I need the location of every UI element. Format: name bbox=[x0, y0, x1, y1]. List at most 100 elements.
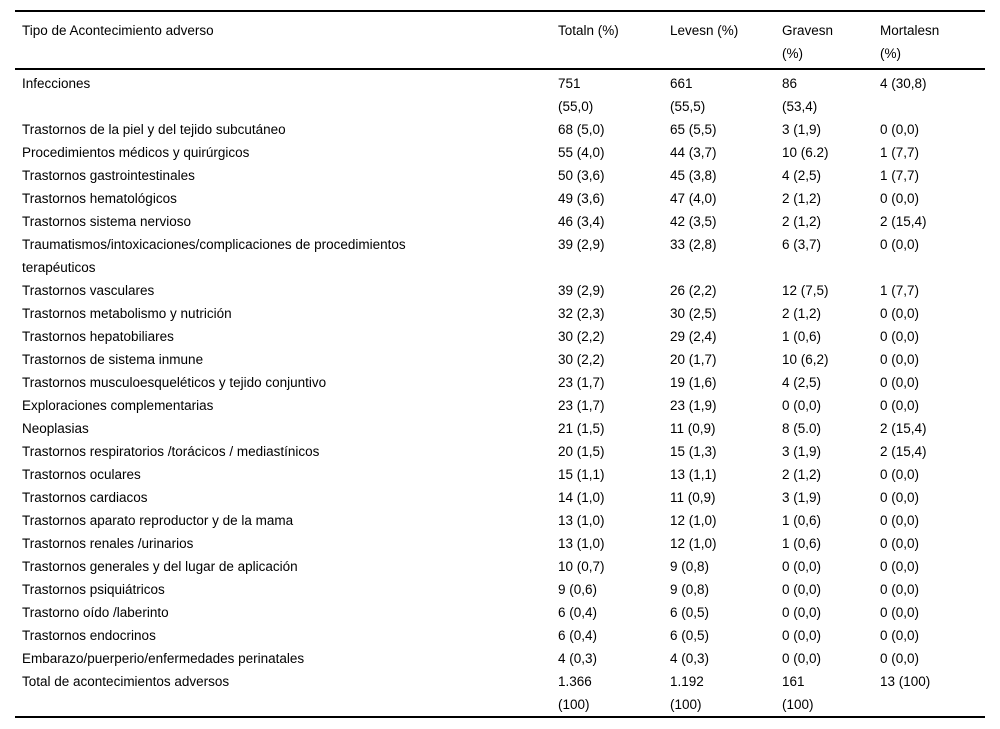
total-cell: 4 (0,3) bbox=[558, 651, 598, 666]
graves-cell: 3 (1,9) bbox=[782, 444, 822, 459]
column-header-total: Totaln (%) bbox=[558, 11, 670, 70]
mortales-cell: 0 (0,0) bbox=[880, 122, 920, 137]
graves-cell: 0 (0,0) bbox=[782, 582, 822, 597]
table-row: Trastornos cardiacos 14 (1,0) 11 (0,9) 3… bbox=[15, 486, 985, 509]
table-row: Trastornos oculares 15 (1,1) 13 (1,1) 2 … bbox=[15, 463, 985, 486]
mortales-cell: 2 (15,4) bbox=[880, 214, 927, 229]
total-cell: 751 (55,0) bbox=[558, 76, 594, 114]
mortales-cell: 13 (100) bbox=[880, 674, 931, 689]
mortales-cell: 0 (0,0) bbox=[880, 490, 920, 505]
mortales-cell: 0 (0,0) bbox=[880, 398, 920, 413]
total-cell: 30 (2,2) bbox=[558, 352, 605, 367]
graves-cell: 3 (1,9) bbox=[782, 490, 822, 505]
total-cell: 10 (0,7) bbox=[558, 559, 605, 574]
mortales-cell: 1 (7,7) bbox=[880, 168, 920, 183]
mortales-cell: 0 (0,0) bbox=[880, 513, 920, 528]
row-label: Neoplasias bbox=[22, 421, 89, 436]
leves-cell: 661 (55,5) bbox=[670, 76, 706, 114]
leves-cell: 6 (0,5) bbox=[670, 628, 710, 643]
graves-cell: 0 (0,0) bbox=[782, 559, 822, 574]
table-row: Trastornos gastrointestinales 50 (3,6) 4… bbox=[15, 164, 985, 187]
table-row: Exploraciones complementarias 23 (1,7) 2… bbox=[15, 394, 985, 417]
leves-cell: 29 (2,4) bbox=[670, 329, 717, 344]
total-cell: 13 (1,0) bbox=[558, 513, 605, 528]
row-label: Trastornos hepatobiliares bbox=[22, 329, 174, 344]
mortales-cell: 1 (7,7) bbox=[880, 145, 920, 160]
leves-cell: 4 (0,3) bbox=[670, 651, 710, 666]
row-label: Infecciones bbox=[22, 76, 91, 91]
row-label: Trastornos cardiacos bbox=[22, 490, 148, 505]
total-cell: 13 (1,0) bbox=[558, 536, 605, 551]
row-label: Total de acontecimientos adversos bbox=[22, 674, 230, 689]
total-cell: 32 (2,3) bbox=[558, 306, 605, 321]
leves-cell: 9 (0,8) bbox=[670, 559, 710, 574]
mortales-cell: 0 (0,0) bbox=[880, 329, 920, 344]
table-row: Trastornos hepatobiliares 30 (2,2) 29 (2… bbox=[15, 325, 985, 348]
mortales-cell: 4 (30,8) bbox=[880, 76, 927, 91]
graves-cell: 2 (1,2) bbox=[782, 191, 822, 206]
graves-cell: 6 (3,7) bbox=[782, 237, 822, 252]
leves-cell: 42 (3,5) bbox=[670, 214, 717, 229]
table-row: Embarazo/puerperio/enfermedades perinata… bbox=[15, 647, 985, 670]
leves-cell: 15 (1,3) bbox=[670, 444, 717, 459]
table-row: Trastornos generales y del lugar de apli… bbox=[15, 555, 985, 578]
graves-cell: 0 (0,0) bbox=[782, 628, 822, 643]
leves-cell: 11 (0,9) bbox=[670, 421, 716, 436]
leves-cell: 9 (0,8) bbox=[670, 582, 710, 597]
total-cell: 49 (3,6) bbox=[558, 191, 605, 206]
table-row: Trastornos sistema nervioso 46 (3,4) 42 … bbox=[15, 210, 985, 233]
total-cell: 39 (2,9) bbox=[558, 237, 605, 252]
graves-cell: 0 (0,0) bbox=[782, 398, 822, 413]
row-label: Trastorno oído /laberinto bbox=[22, 605, 169, 620]
table-row: Trastornos endocrinos 6 (0,4) 6 (0,5) 0 … bbox=[15, 624, 985, 647]
table-row: Trastornos de la piel y del tejido subcu… bbox=[15, 118, 985, 141]
graves-cell: 1 (0,6) bbox=[782, 329, 822, 344]
row-label: Trastornos psiquiátricos bbox=[22, 582, 165, 597]
total-cell: 39 (2,9) bbox=[558, 283, 605, 298]
row-label: Trastornos de la piel y del tejido subcu… bbox=[22, 122, 286, 137]
table-row: Traumatismos/intoxicaciones/complicacion… bbox=[15, 233, 985, 279]
total-cell: 23 (1,7) bbox=[558, 398, 605, 413]
row-label: Trastornos metabolismo y nutrición bbox=[22, 306, 232, 321]
mortales-cell: 0 (0,0) bbox=[880, 559, 920, 574]
graves-cell: 8 (5.0) bbox=[782, 421, 822, 436]
table-row: Trastornos metabolismo y nutrición 32 (2… bbox=[15, 302, 985, 325]
table-row: Neoplasias 21 (1,5) 11 (0,9) 8 (5.0) 2 (… bbox=[15, 417, 985, 440]
leves-cell: 65 (5,5) bbox=[670, 122, 717, 137]
total-cell: 1.366 (100) bbox=[558, 674, 592, 712]
row-label: Trastornos respiratorios /torácicos / me… bbox=[22, 444, 320, 459]
leves-cell: 11 (0,9) bbox=[670, 490, 716, 505]
total-cell: 15 (1,1) bbox=[558, 467, 605, 482]
row-label: Trastornos gastrointestinales bbox=[22, 168, 195, 183]
mortales-cell: 0 (0,0) bbox=[880, 651, 920, 666]
header-row: Tipo de Acontecimiento adverso Totaln (%… bbox=[15, 11, 985, 70]
graves-cell: 4 (2,5) bbox=[782, 375, 822, 390]
row-label: Trastornos vasculares bbox=[22, 283, 155, 298]
row-label: Trastornos hematológicos bbox=[22, 191, 177, 206]
total-cell: 21 (1,5) bbox=[558, 421, 605, 436]
row-label: Embarazo/puerperio/enfermedades perinata… bbox=[22, 651, 305, 666]
leves-cell: 20 (1,7) bbox=[670, 352, 717, 367]
mortales-cell: 0 (0,0) bbox=[880, 628, 920, 643]
leves-cell: 1.192 (100) bbox=[670, 674, 704, 712]
mortales-cell: 1 (7,7) bbox=[880, 283, 920, 298]
leves-cell: 47 (4,0) bbox=[670, 191, 717, 206]
row-label: Exploraciones complementarias bbox=[22, 398, 214, 413]
row-label: Procedimientos médicos y quirúrgicos bbox=[22, 145, 250, 160]
graves-cell: 10 (6.2) bbox=[782, 145, 829, 160]
mortales-cell: 0 (0,0) bbox=[880, 582, 920, 597]
mortales-cell: 0 (0,0) bbox=[880, 237, 920, 252]
total-cell: 6 (0,4) bbox=[558, 605, 598, 620]
leves-cell: 33 (2,8) bbox=[670, 237, 717, 252]
mortales-cell: 2 (15,4) bbox=[880, 444, 927, 459]
row-label: Trastornos renales /urinarios bbox=[22, 536, 194, 551]
table-row: Trastornos de sistema inmune 30 (2,2) 20… bbox=[15, 348, 985, 371]
row-label: Trastornos aparato reproductor y de la m… bbox=[22, 513, 294, 528]
graves-cell: 161 (100) bbox=[782, 674, 814, 712]
graves-cell: 0 (0,0) bbox=[782, 651, 822, 666]
mortales-cell: 2 (15,4) bbox=[880, 421, 927, 436]
mortales-cell: 0 (0,0) bbox=[880, 306, 920, 321]
table-row: Trastornos respiratorios /torácicos / me… bbox=[15, 440, 985, 463]
leves-cell: 19 (1,6) bbox=[670, 375, 717, 390]
